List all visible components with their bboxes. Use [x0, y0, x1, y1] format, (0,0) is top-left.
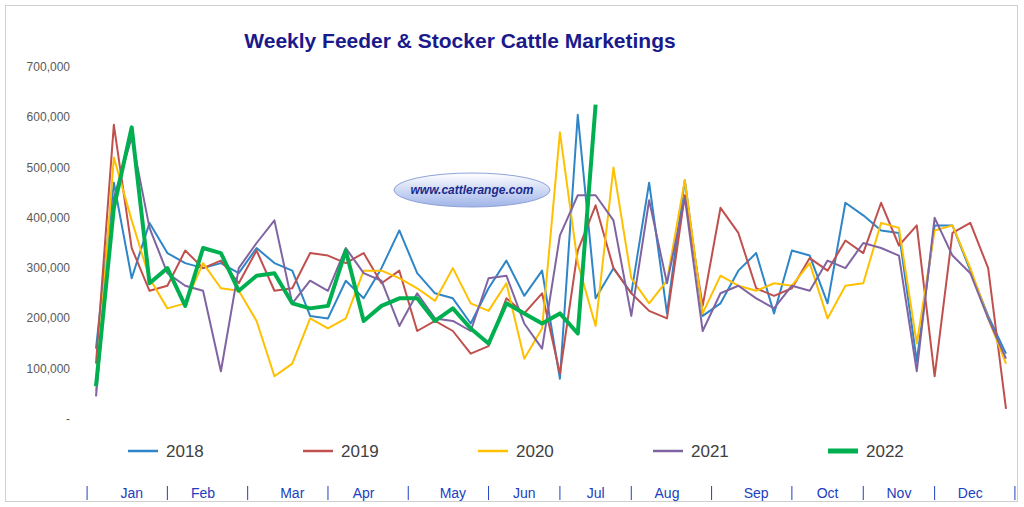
x-separator — [247, 486, 248, 500]
title: Weekly Feeder & Stocker Cattle Marketing… — [244, 29, 675, 52]
x-tick-label: Feb — [191, 485, 215, 501]
x-tick-label: Oct — [817, 485, 839, 501]
series-line — [96, 132, 1006, 391]
legend-swatch — [478, 450, 508, 453]
x-tick-label: Apr — [353, 485, 375, 501]
legend-label: 2020 — [516, 442, 554, 461]
x-tick-label: Mar — [280, 485, 304, 501]
y-tick — [74, 268, 78, 269]
legend-swatch — [128, 450, 158, 453]
annotation: www.cattlerange.com — [411, 183, 534, 197]
x-separator — [631, 486, 632, 500]
x-separator — [863, 486, 864, 500]
y-tick-label: 300,000 — [27, 261, 71, 275]
legend-label: 2018 — [166, 442, 204, 461]
x-separator — [791, 486, 792, 500]
y-tick-label: 600,000 — [27, 110, 71, 124]
x-separator — [408, 486, 409, 500]
x-tick-label: Dec — [958, 485, 983, 501]
series-line — [96, 137, 1006, 396]
legend-swatch — [653, 450, 683, 453]
legend-label: 2021 — [691, 442, 729, 461]
y-tick-label: 700,000 — [27, 60, 71, 74]
y-tick — [74, 217, 78, 218]
y-tick-label: 500,000 — [27, 161, 71, 175]
x-tick-label: Jul — [587, 485, 605, 501]
y-tick — [74, 167, 78, 168]
series-line — [96, 125, 1006, 409]
x-separator — [488, 486, 489, 500]
y-tick-label: - — [66, 412, 70, 426]
series-line — [96, 105, 596, 387]
y-tick-label: 200,000 — [27, 311, 71, 325]
x-separator — [934, 486, 935, 500]
annotation-oval — [394, 173, 550, 207]
y-tick-label: 100,000 — [27, 362, 71, 376]
x-tick-label: Jun — [513, 485, 536, 501]
chart: Weekly Feeder & Stocker Cattle Marketing… — [0, 0, 1024, 507]
legend-swatch — [828, 449, 858, 454]
x-tick-label: Jan — [120, 485, 143, 501]
y-tick — [74, 117, 78, 118]
y-tick — [74, 419, 78, 420]
x-tick-label: May — [440, 485, 466, 501]
x-separator — [1014, 486, 1015, 500]
y-tick-label: 400,000 — [27, 211, 71, 225]
chart-frame — [6, 6, 1018, 502]
legend-label: 2019 — [341, 442, 379, 461]
x-separator — [327, 486, 328, 500]
x-tick-label: Nov — [886, 485, 911, 501]
x-tick-label: Sep — [744, 485, 769, 501]
plot-area — [96, 105, 1006, 409]
y-tick — [74, 318, 78, 319]
legend-swatch — [303, 450, 333, 453]
x-separator — [87, 486, 88, 500]
x-tick-label: Aug — [655, 485, 680, 501]
x-separator — [559, 486, 560, 500]
x-separator — [711, 486, 712, 500]
legend-label: 2022 — [866, 442, 904, 461]
y-tick — [74, 368, 78, 369]
series-line — [96, 115, 1006, 379]
x-separator — [167, 486, 168, 500]
y-tick — [74, 67, 78, 68]
